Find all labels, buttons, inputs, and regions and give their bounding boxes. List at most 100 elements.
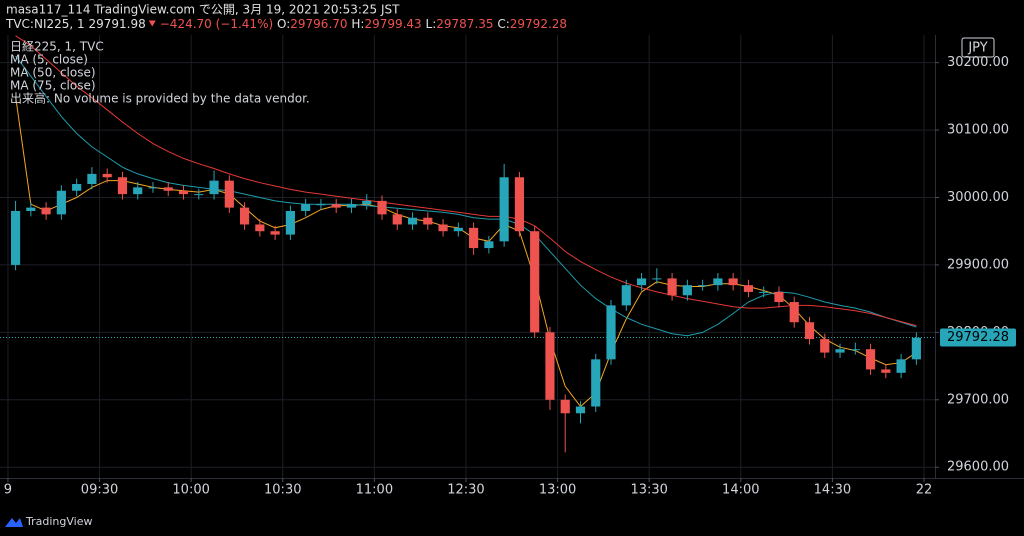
legend-symbol: 日経225, 1, TVC bbox=[10, 40, 104, 54]
o-value: 29796.70 bbox=[290, 17, 347, 31]
legend-entry: MA (75, close) bbox=[10, 79, 96, 93]
candle-body bbox=[545, 332, 555, 400]
candle-body bbox=[881, 369, 891, 373]
candle-body bbox=[667, 278, 677, 296]
candle-body bbox=[560, 399, 570, 414]
candle-body bbox=[606, 305, 616, 360]
candle-body bbox=[820, 339, 830, 353]
candle-body bbox=[911, 337, 921, 360]
candle-body bbox=[362, 200, 372, 205]
x-tick-label: 10:30 bbox=[264, 483, 301, 498]
plot bbox=[0, 35, 935, 453]
candle-body bbox=[835, 349, 845, 353]
candle-body bbox=[530, 231, 540, 333]
x-tick-label: 22 bbox=[916, 483, 933, 498]
candle-body bbox=[728, 278, 738, 286]
x-tick-label: 9 bbox=[4, 483, 12, 498]
l-value: 29787.35 bbox=[436, 17, 493, 31]
candle-body bbox=[178, 190, 189, 195]
candle-body bbox=[224, 180, 234, 208]
candle-body bbox=[682, 285, 692, 296]
candle-body bbox=[240, 207, 250, 225]
candle-body bbox=[499, 177, 509, 242]
symbol: TVC:NI225, 1 bbox=[5, 17, 85, 31]
x-tick-label: 10:00 bbox=[172, 483, 209, 498]
y-tick-label: 29700.00 bbox=[947, 392, 1009, 407]
candle-body bbox=[896, 359, 906, 373]
l-label: L: bbox=[426, 17, 437, 31]
x-tick-label: 09:30 bbox=[81, 483, 118, 498]
candle-body bbox=[133, 187, 143, 195]
candle-body bbox=[636, 278, 647, 286]
candle-body bbox=[804, 322, 815, 340]
candle-body bbox=[438, 224, 448, 232]
candle-body bbox=[117, 177, 128, 195]
candle-body bbox=[850, 349, 860, 351]
candle-body bbox=[865, 349, 876, 370]
candle-body bbox=[774, 291, 784, 303]
y-tick-label: 30000.00 bbox=[947, 190, 1009, 205]
candle-body bbox=[255, 224, 265, 232]
y-tick-label: 30200.00 bbox=[947, 55, 1009, 70]
candle-body bbox=[713, 278, 723, 286]
h-value: 29799.43 bbox=[364, 17, 421, 31]
candle-body bbox=[423, 217, 433, 225]
candle-body bbox=[346, 204, 357, 208]
c-label: C: bbox=[497, 17, 509, 31]
candle-body bbox=[575, 406, 586, 414]
footer-text: TradingView bbox=[25, 515, 92, 528]
candle-body bbox=[10, 210, 21, 265]
ma-line bbox=[15, 55, 917, 337]
candle-body bbox=[591, 359, 601, 407]
footer-logo: TradingView bbox=[5, 515, 92, 528]
price: 29791.98 bbox=[88, 17, 145, 31]
candle-body bbox=[469, 227, 479, 249]
legend: 日経225, 1, TVC MA (5, close) MA (50, clos… bbox=[10, 40, 310, 106]
o-label: O: bbox=[277, 17, 290, 31]
candle-body bbox=[301, 204, 311, 211]
x-tick-label: 14:30 bbox=[814, 483, 851, 498]
legend-entry: MA (5, close) bbox=[10, 53, 88, 67]
candle-body bbox=[72, 184, 82, 191]
candle-body bbox=[285, 210, 295, 235]
candle-body bbox=[453, 227, 463, 232]
candle-body bbox=[698, 285, 708, 287]
currency-box[interactable] bbox=[961, 37, 995, 58]
candle-body bbox=[514, 177, 524, 232]
last-price-box bbox=[940, 328, 1016, 347]
candle-body bbox=[41, 207, 51, 215]
grid bbox=[0, 35, 935, 478]
candle-body bbox=[407, 217, 418, 225]
x-tick-label: 12:30 bbox=[447, 483, 484, 498]
candle-body bbox=[392, 214, 402, 225]
x-tick-label: 11:00 bbox=[356, 483, 393, 498]
candle-body bbox=[270, 231, 280, 235]
x-tick-label: 13:00 bbox=[539, 483, 576, 498]
c-value: 29792.28 bbox=[510, 17, 567, 31]
y-tick-label: 30100.00 bbox=[947, 123, 1009, 138]
candle-body bbox=[87, 173, 97, 185]
candle-body bbox=[331, 204, 341, 208]
x-tick-label: 13:30 bbox=[630, 483, 667, 498]
candle-body bbox=[148, 187, 158, 189]
candle-body bbox=[652, 278, 662, 280]
candle-body bbox=[621, 285, 631, 306]
header-title: masa117_114 TradingView.com で公開, 3月 19, … bbox=[6, 3, 400, 17]
currency[interactable]: JPY bbox=[967, 41, 987, 56]
header-quote: TVC:NI225, 1 29791.98 −424.70 (−1.41%) O:… bbox=[5, 17, 567, 31]
h-label: H: bbox=[351, 17, 364, 31]
down-arrow-icon bbox=[148, 20, 156, 27]
last-price-label: 29792.28 bbox=[947, 330, 1009, 345]
candle-body bbox=[163, 187, 173, 191]
candle-body bbox=[789, 302, 799, 323]
legend-entry: MA (50, close) bbox=[10, 66, 96, 80]
candle-body bbox=[316, 204, 326, 206]
candle-body bbox=[102, 173, 112, 178]
candle-body bbox=[194, 194, 204, 196]
candle-body bbox=[743, 285, 754, 292]
x-tick-label: 14:00 bbox=[722, 483, 759, 498]
candle-body bbox=[209, 180, 219, 195]
